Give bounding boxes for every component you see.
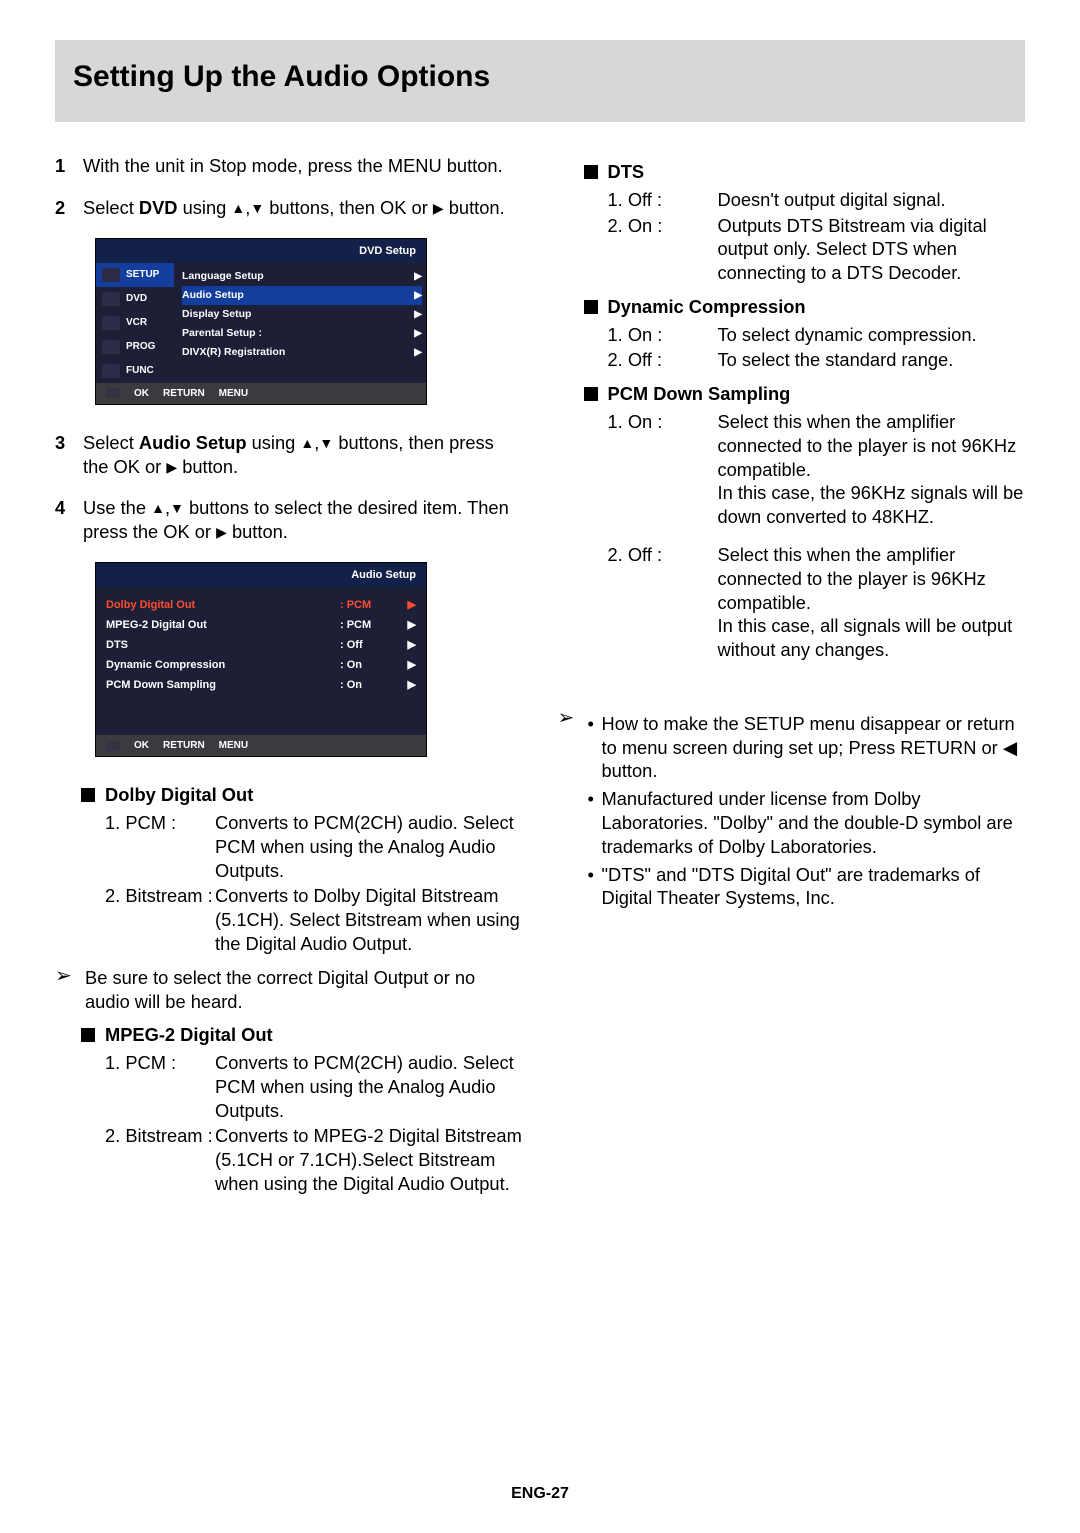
screen-menu: Language Setup▶ Audio Setup▶ Display Set… <box>174 263 426 383</box>
screen-footer: OK RETURN MENU <box>96 383 426 404</box>
square-icon <box>584 387 598 401</box>
page-title: Setting Up the Audio Options <box>73 60 1007 94</box>
up-icon: ▲ <box>151 501 165 515</box>
disc-icon <box>102 292 120 306</box>
section-dolby: Dolby Digital Out 1. PCM :Converts to PC… <box>81 783 523 955</box>
step-2: 2 Select DVD using ▲,▼ buttons, then OK … <box>55 196 523 220</box>
square-icon <box>81 1028 95 1042</box>
right-icon: ▶ <box>216 525 227 539</box>
note-icon: ➢ <box>55 966 85 1014</box>
note-icon: ➢ <box>558 708 588 914</box>
audio-row: Dolby Digital Out: PCM▶ <box>106 595 416 615</box>
section-dynamic: Dynamic Compression 1. On :To select dyn… <box>584 295 1026 372</box>
left-column: 1 With the unit in Stop mode, press the … <box>55 154 523 1206</box>
screen-footer: OK RETURN MENU <box>96 735 426 756</box>
section-dts: DTS 1. Off :Doesn't output digital signa… <box>584 160 1026 285</box>
right-icon: ▶ <box>433 201 444 215</box>
menu-row-audio: Audio Setup▶ <box>182 286 422 305</box>
square-icon <box>584 300 598 314</box>
sidebar-func: FUNC <box>96 359 174 383</box>
section-mpeg: MPEG-2 Digital Out 1. PCM :Converts to P… <box>81 1023 523 1195</box>
sidebar-setup: SETUP <box>96 263 174 287</box>
dvd-setup-screen: DVD Setup SETUP DVD VCR PROG FUNC Langua… <box>95 238 427 405</box>
menu-row: Parental Setup :▶ <box>182 324 422 343</box>
nav-icon <box>106 388 120 398</box>
note-warning: ➢ Be sure to select the correct Digital … <box>55 966 523 1014</box>
page-number: ENG-27 <box>0 1485 1080 1503</box>
audio-row: MPEG-2 Digital Out: PCM▶ <box>106 615 416 635</box>
screen-title: Audio Setup <box>96 563 426 587</box>
note-setup: ➢ •How to make the SETUP menu disappear … <box>558 708 1026 914</box>
right-column: DTS 1. Off :Doesn't output digital signa… <box>558 154 1026 1206</box>
gear-icon <box>102 268 120 282</box>
step-4: 4 Use the ▲,▼ buttons to select the desi… <box>55 496 523 544</box>
up-icon: ▲ <box>231 201 245 215</box>
func-icon <box>102 364 120 378</box>
step-3: 3 Select Audio Setup using ▲,▼ buttons, … <box>55 431 523 479</box>
menu-row: DIVX(R) Registration▶ <box>182 343 422 362</box>
step-1: 1 With the unit in Stop mode, press the … <box>55 154 523 178</box>
prog-icon <box>102 340 120 354</box>
up-icon: ▲ <box>300 436 314 450</box>
page-banner: Setting Up the Audio Options <box>55 40 1025 122</box>
menu-row: Display Setup▶ <box>182 305 422 324</box>
nav-icon <box>106 741 120 751</box>
sidebar-dvd: DVD <box>96 287 174 311</box>
audio-setup-screen: Audio Setup Dolby Digital Out: PCM▶ MPEG… <box>95 562 427 757</box>
audio-row: PCM Down Sampling: On▶ <box>106 675 416 695</box>
down-icon: ▼ <box>319 436 333 450</box>
vcr-icon <box>102 316 120 330</box>
down-icon: ▼ <box>170 501 184 515</box>
audio-row: Dynamic Compression: On▶ <box>106 655 416 675</box>
right-icon: ▶ <box>166 460 177 474</box>
screen-sidebar: SETUP DVD VCR PROG FUNC <box>96 263 174 383</box>
sidebar-vcr: VCR <box>96 311 174 335</box>
audio-list: Dolby Digital Out: PCM▶ MPEG-2 Digital O… <box>96 587 426 735</box>
down-icon: ▼ <box>250 201 264 215</box>
menu-row: Language Setup▶ <box>182 267 422 286</box>
square-icon <box>584 165 598 179</box>
square-icon <box>81 788 95 802</box>
screen-title: DVD Setup <box>96 239 426 263</box>
sidebar-prog: PROG <box>96 335 174 359</box>
section-pcm: PCM Down Sampling 1. On :Select this whe… <box>584 382 1026 662</box>
audio-row: DTS: Off▶ <box>106 635 416 655</box>
